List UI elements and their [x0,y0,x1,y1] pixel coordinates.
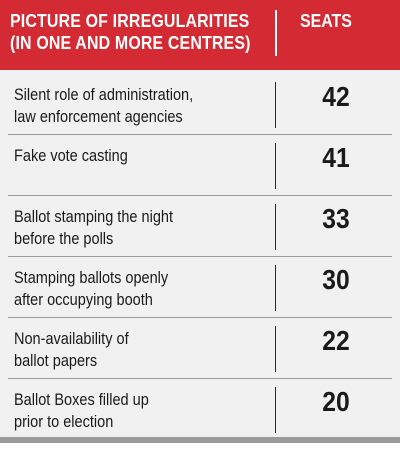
row-label-line: law enforcement agencies [14,108,183,126]
category-header-line-1: PICTURE OF IRREGULARITIES [10,10,250,31]
table-row: Fake vote casting 41 [0,135,400,196]
row-label-line: Non-availability of [14,330,129,348]
seats-value: 41 [322,142,350,173]
column-divider [275,82,276,128]
table-row: Ballot stamping the night before the poll… [0,196,400,257]
table-header: PICTURE OF IRREGULARITIES (IN ONE AND MO… [0,0,400,70]
row-label: Ballot Boxes filled up prior to election [14,389,269,433]
row-separator [8,134,392,135]
column-divider [275,265,276,311]
row-label-line: after occupying booth [14,291,153,309]
table-row: Silent role of administration, law enforc… [0,74,400,135]
row-label: Ballot stamping the night before the poll… [14,206,269,250]
seats-value: 33 [322,203,350,234]
row-label-line: Fake vote casting [14,147,128,165]
row-separator [8,317,392,318]
row-label-line: Ballot stamping the night [14,208,174,226]
column-divider [275,387,276,433]
seats-column-header: SEATS [300,10,352,31]
seats-value: 20 [322,386,350,417]
table-row: Stamping ballots openly after occupying b… [0,257,400,318]
row-separator [8,378,392,379]
row-separator [8,195,392,196]
column-divider [275,143,276,189]
seats-value: 30 [322,264,350,295]
table-row: Non-availability of ballot papers 22 [0,318,400,379]
row-separator [8,256,392,257]
row-label-line: Ballot Boxes filled up [14,391,149,409]
row-label-line: ballot papers [14,352,98,370]
row-label-line: Silent role of administration, [14,86,194,104]
row-label-line: prior to election [14,413,114,431]
seats-value: 42 [322,81,350,112]
header-divider [275,10,277,56]
row-label: Stamping ballots openly after occupying b… [14,267,269,311]
seats-value: 22 [322,325,350,356]
row-label-line: Stamping ballots openly [14,269,169,287]
column-divider [275,204,276,250]
table-body: Silent role of administration, law enforc… [0,70,400,437]
row-label: Silent role of administration, law enforc… [14,84,269,128]
column-divider [275,326,276,372]
category-header-line-2: (IN ONE AND MORE CENTRES) [10,32,251,53]
row-label: Fake vote casting [14,145,269,167]
table-row: Ballot Boxes filled up prior to election 2… [0,379,400,440]
category-column-header: PICTURE OF IRREGULARITIES (IN ONE AND MO… [10,10,251,54]
row-label-line: before the polls [14,230,114,248]
row-label: Non-availability of ballot papers [14,328,269,372]
bottom-rule [0,437,400,443]
